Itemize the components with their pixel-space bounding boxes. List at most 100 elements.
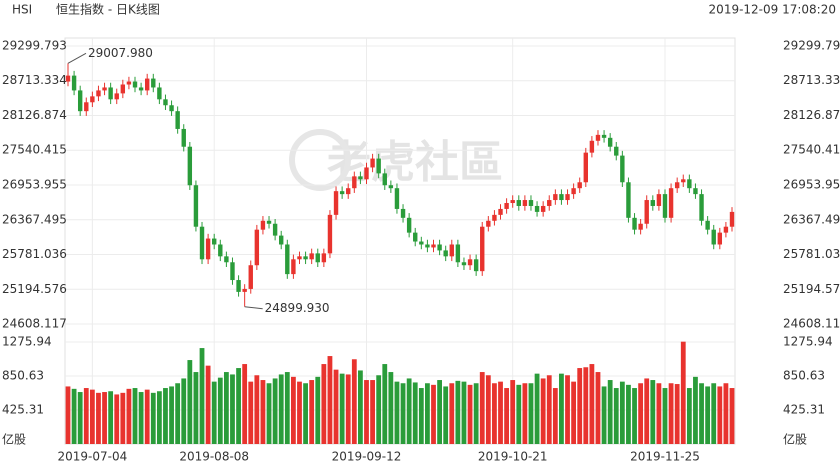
y-tick-label: 28713.334 — [783, 73, 840, 87]
candle-body — [419, 241, 424, 245]
candle-body — [327, 214, 333, 254]
volume-bar — [601, 386, 607, 444]
volume-bar — [169, 386, 174, 444]
volume-bar — [510, 380, 516, 444]
volume-bar — [284, 372, 290, 444]
annotation: 24899.930 — [265, 301, 330, 315]
candle-body — [626, 182, 631, 218]
candle-body — [644, 200, 649, 224]
volume-bar — [108, 391, 114, 444]
candle-body — [486, 220, 491, 227]
volume-bar — [400, 383, 406, 444]
volume-bar — [138, 392, 144, 444]
y-tick-label: 26367.495 — [783, 212, 840, 226]
candle-body — [504, 203, 509, 209]
candle-body — [467, 259, 473, 266]
y-tick-label: 28126.874 — [2, 108, 67, 122]
candle-body — [230, 262, 235, 281]
candle-body — [163, 99, 168, 106]
candle-body — [461, 262, 467, 266]
candle-body — [528, 200, 534, 206]
volume-bar — [96, 392, 101, 444]
candle-body — [315, 253, 320, 263]
candle-body — [224, 256, 229, 263]
volume-bar — [242, 364, 248, 444]
annotation: 29007.980 — [88, 46, 153, 60]
volume-bar — [552, 388, 558, 444]
candle-body — [71, 75, 77, 91]
y-tick-label: 26367.495 — [2, 212, 67, 226]
volume-bar — [540, 378, 546, 444]
candle-body — [638, 223, 643, 230]
candle-body — [303, 256, 308, 260]
candle-body — [687, 179, 692, 189]
candle-body — [540, 205, 546, 212]
y-tick-label: 26953.955 — [2, 178, 67, 192]
candle-body — [272, 223, 278, 236]
candle-body — [492, 214, 497, 221]
candle-body — [413, 232, 418, 242]
candle-body — [321, 253, 327, 263]
candle-body — [175, 111, 180, 129]
candle-body — [108, 87, 113, 100]
x-tick-label: 2019-10-21 — [478, 450, 548, 464]
volume-bar — [150, 392, 156, 444]
y-tick-label: 24608.117 — [783, 317, 840, 331]
candle-body — [376, 158, 381, 174]
volume-bar — [650, 380, 656, 444]
volume-bar — [723, 383, 729, 444]
plot-frame — [64, 37, 736, 445]
candle-body — [205, 238, 211, 260]
volume-bar — [492, 383, 497, 444]
volume-bar — [565, 375, 570, 444]
candle-body — [516, 200, 521, 206]
volume-bar — [230, 374, 235, 444]
candle-body — [595, 134, 601, 141]
volume-bar — [638, 383, 644, 444]
candle-body — [157, 87, 162, 100]
candle-body — [346, 188, 351, 195]
volume-bar — [187, 360, 193, 444]
volume-bar — [333, 369, 339, 444]
volume-bar — [406, 378, 412, 444]
candle-body — [333, 191, 339, 215]
volume-bar — [382, 364, 388, 444]
volume-bar — [156, 391, 162, 444]
volume-bar — [327, 356, 333, 444]
volume-bar — [461, 381, 467, 444]
volume-bar — [321, 364, 327, 444]
y-tick-label: 26953.955 — [783, 178, 840, 192]
volume-bar — [479, 372, 485, 444]
candle-body — [553, 194, 558, 201]
candle-body — [144, 78, 150, 91]
volume-bar — [89, 389, 95, 444]
candle-body — [114, 93, 119, 100]
candle-body — [583, 152, 588, 183]
candle-body — [437, 244, 442, 251]
candle-body — [650, 200, 656, 206]
volume-bar — [504, 388, 510, 444]
candle-body — [132, 81, 138, 88]
volume-bar — [211, 381, 217, 444]
candle-body — [425, 244, 430, 248]
volume-bar — [394, 381, 400, 444]
volume-bar — [668, 383, 674, 444]
volume-bar — [619, 381, 625, 444]
volume-bar — [431, 384, 436, 444]
volume-bar — [358, 370, 363, 444]
volume-bar — [223, 372, 229, 444]
volume-bar — [418, 388, 424, 444]
y-tick-label: 27540.415 — [783, 143, 840, 157]
volume-bar — [644, 378, 650, 444]
candle-body — [309, 253, 314, 260]
volume-bar — [589, 364, 595, 444]
volume-bar — [412, 382, 418, 444]
candle-body — [729, 211, 735, 227]
y-tick-label: 25194.576 — [2, 282, 67, 296]
volume-bar — [473, 383, 479, 444]
y-tick-label: 28126.874 — [783, 108, 840, 122]
volume-bar — [516, 384, 522, 444]
candle-body — [339, 191, 345, 195]
volume-bar — [193, 372, 199, 444]
candle-body — [279, 235, 284, 245]
